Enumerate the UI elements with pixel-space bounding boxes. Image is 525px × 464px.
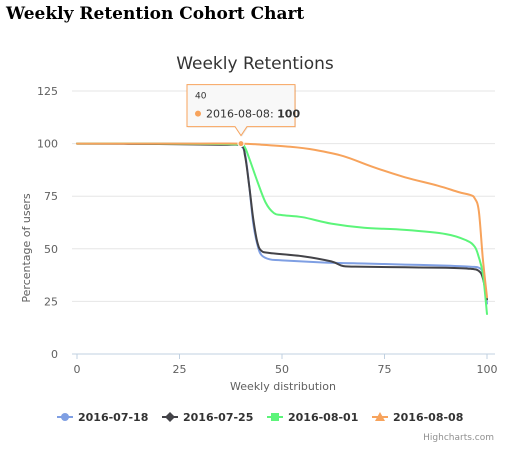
y-tick-label: 125 [37, 85, 58, 98]
tooltip-header: 40 [195, 92, 207, 102]
tooltip: 40 2016-08-08: 100 [186, 84, 300, 148]
chart-title: Weekly Retentions [176, 54, 334, 74]
legend-label: 2016-08-01 [288, 411, 358, 424]
legend-circle-marker [61, 413, 69, 421]
tooltip-bullet [195, 110, 201, 117]
tooltip-value: 100 [277, 108, 300, 121]
x-tick-label: 25 [173, 363, 187, 376]
tooltip-series-name: 2016-08-08 [206, 108, 270, 121]
y-axis-title: Percentage of users [20, 193, 33, 302]
retention-chart: Weekly Retentions 0 25 50 75 100 0 25 50 75 100 1… [0, 40, 525, 464]
hover-point-marker [237, 140, 245, 148]
tooltip-separator: : [270, 108, 277, 121]
legend-item-2016-08-01[interactable]: 2016-08-01 [267, 411, 358, 424]
y-tick-label: 0 [51, 348, 58, 361]
series-line-2016-08-08[interactable] [76, 142, 488, 299]
x-axis-title: Weekly distribution [230, 380, 336, 393]
y-tick-label: 50 [44, 243, 58, 256]
legend-item-2016-07-18[interactable]: 2016-07-18 [57, 411, 148, 424]
y-tick-label: 25 [44, 295, 58, 308]
legend-diamond-marker [165, 412, 175, 422]
tooltip-series-line: 2016-08-08: 100 [206, 108, 300, 121]
legend-square-marker [271, 413, 279, 421]
legend[interactable]: 2016-07-18 2016-07-25 2016-08-01 2016-08-08 [57, 411, 463, 424]
y-tick-label: 75 [44, 190, 58, 203]
legend-item-2016-08-08[interactable]: 2016-08-08 [372, 411, 463, 424]
x-tick-label: 75 [378, 363, 392, 376]
x-tick-label: 50 [275, 363, 289, 376]
x-axis: 0 25 50 75 100 [72, 353, 498, 376]
legend-label: 2016-07-18 [78, 411, 148, 424]
page-heading: Weekly Retention Cohort Chart [6, 4, 305, 24]
x-tick-label: 0 [74, 363, 81, 376]
tooltip-box [186, 84, 296, 137]
legend-label: 2016-08-08 [393, 411, 463, 424]
legend-item-2016-07-25[interactable]: 2016-07-25 [162, 411, 253, 424]
credits-link[interactable]: Highcharts.com [423, 433, 494, 443]
legend-label: 2016-07-25 [183, 411, 253, 424]
y-axis: 0 25 50 75 100 125 [37, 85, 58, 361]
legend-triangle-marker [375, 412, 385, 421]
y-tick-label: 100 [37, 138, 58, 151]
x-tick-label: 100 [477, 363, 498, 376]
